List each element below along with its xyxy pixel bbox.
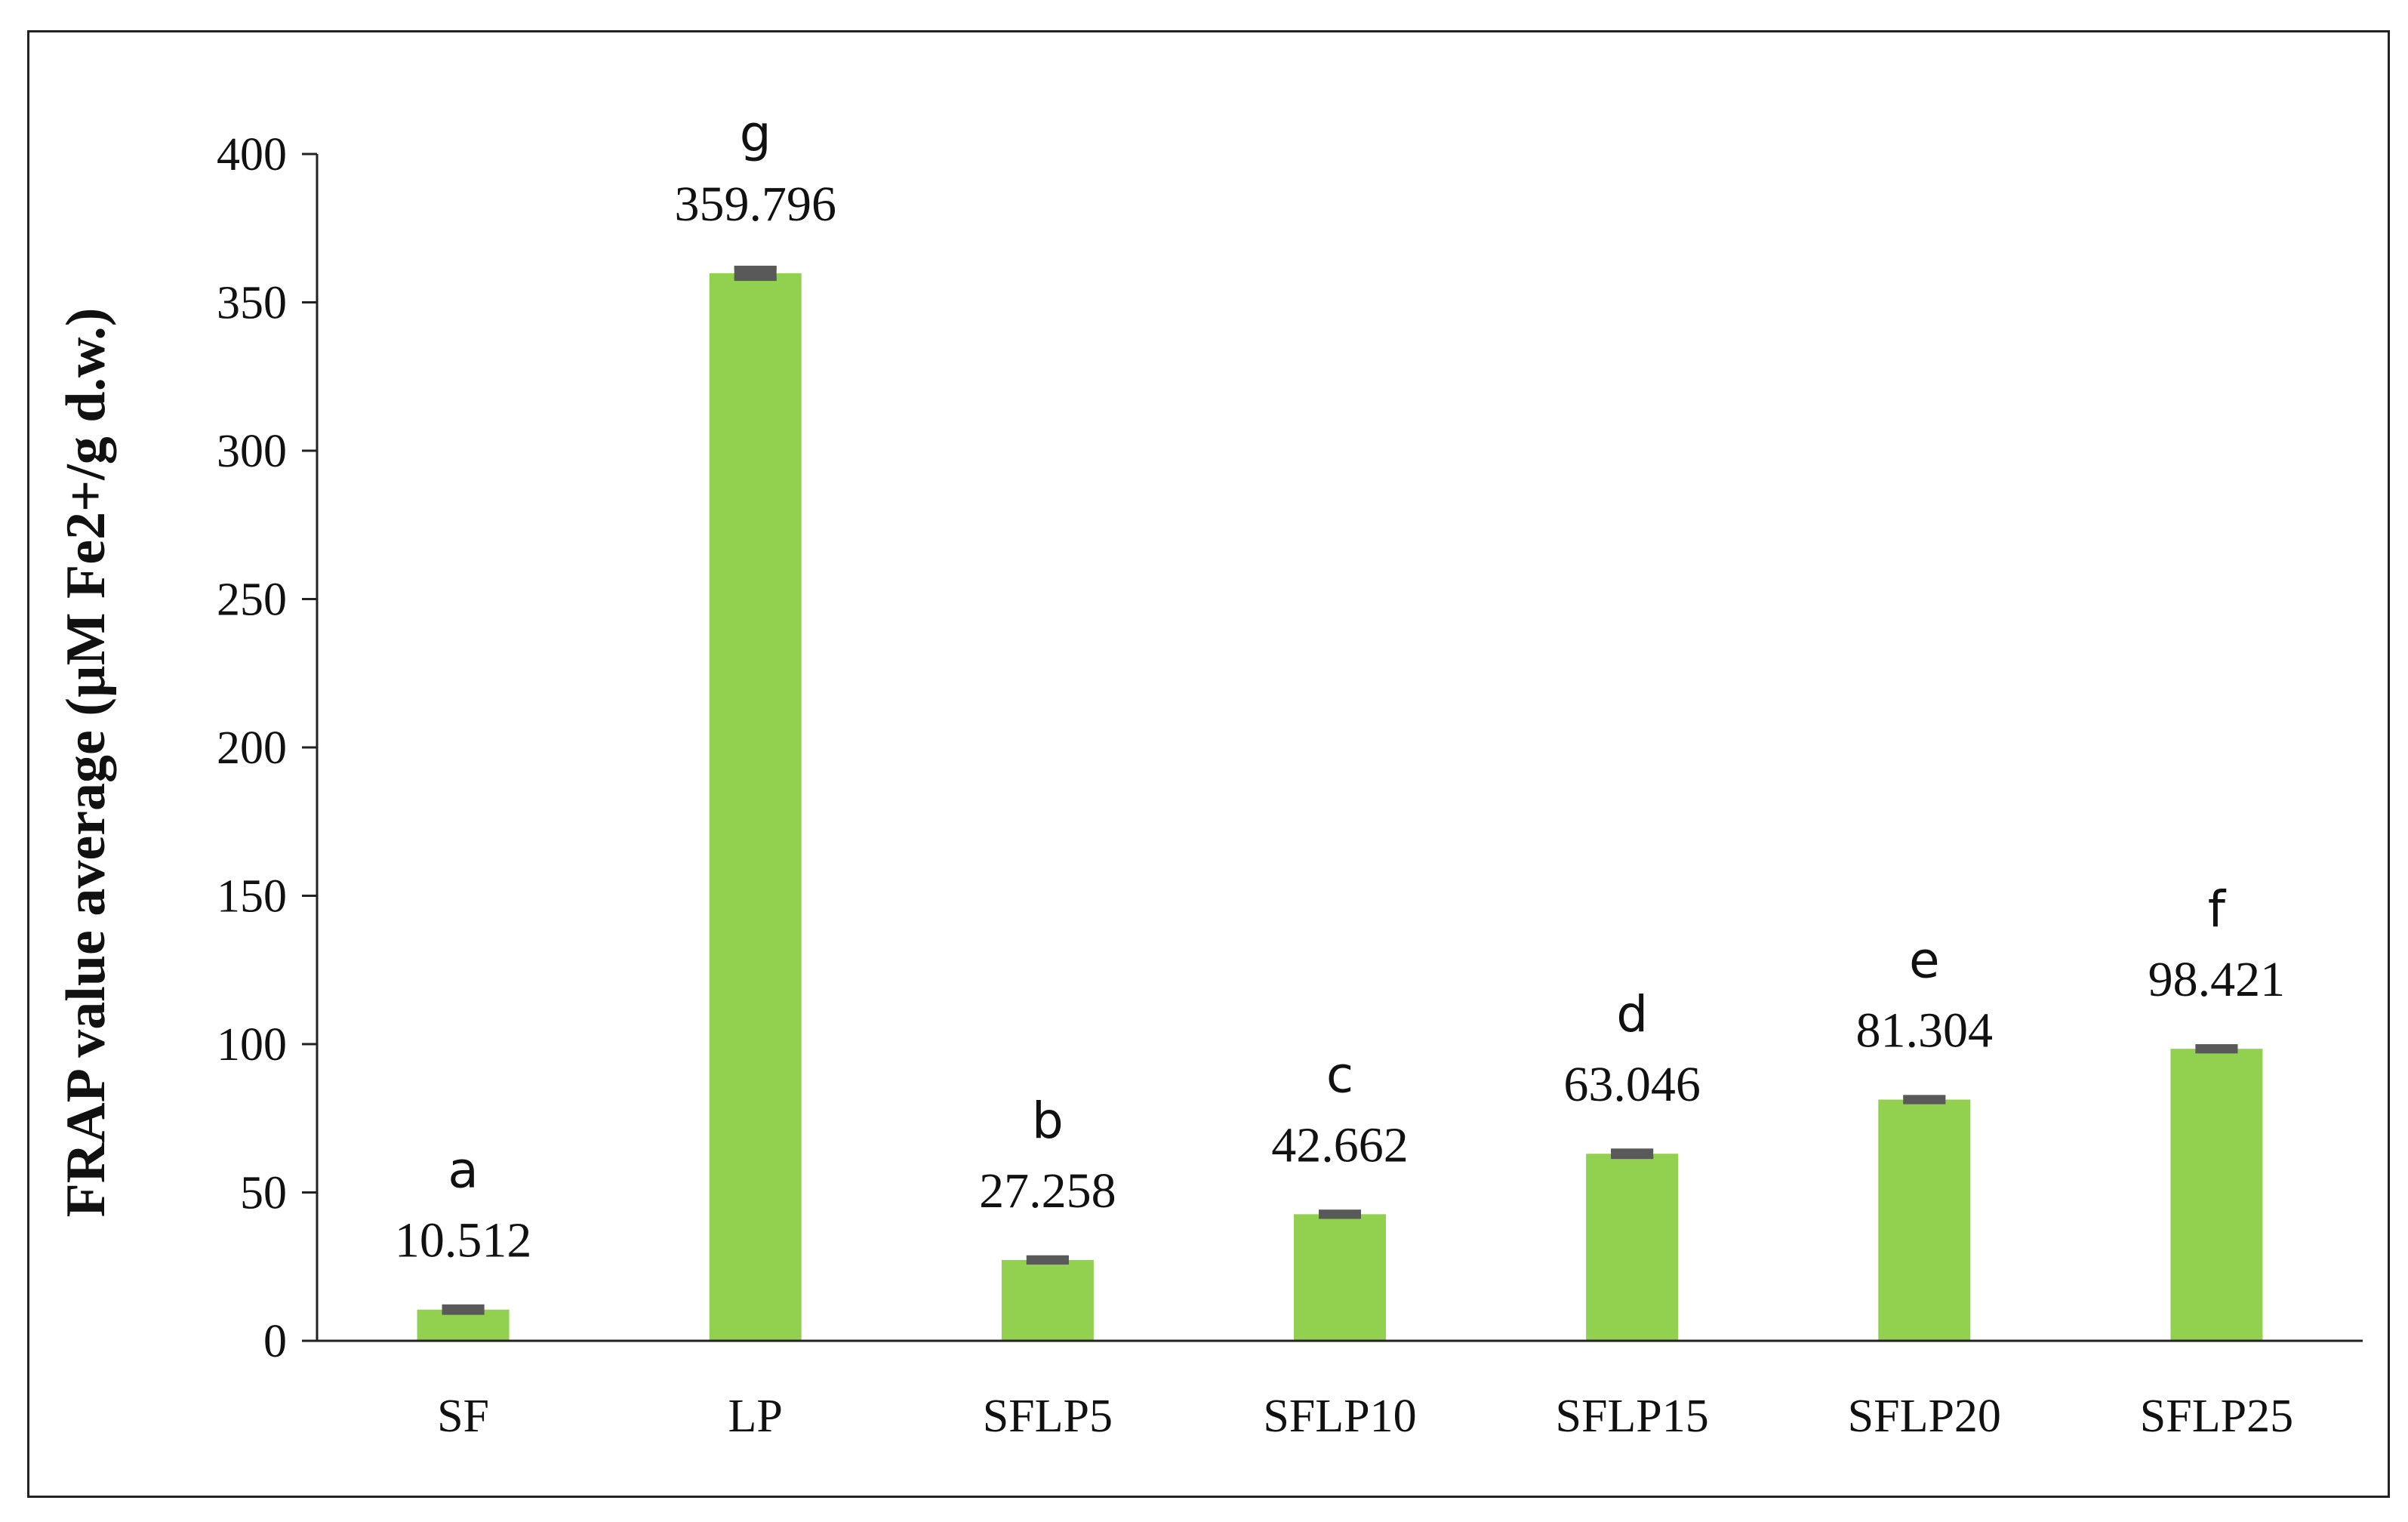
y-tick-label: 0	[263, 1316, 287, 1367]
data-label: 81.304	[1856, 1003, 1994, 1058]
error-bar	[1903, 1095, 1946, 1105]
significance-letter: a	[448, 1142, 478, 1200]
data-label: 63.046	[1563, 1057, 1701, 1112]
y-axis-ticks: 0 50 100 150 200 250 300 350 400	[217, 129, 317, 1367]
error-bar	[1319, 1209, 1361, 1219]
data-label: 27.258	[979, 1163, 1116, 1219]
y-tick-label: 50	[240, 1168, 287, 1219]
data-label: 10.512	[395, 1213, 532, 1268]
significance-letter: g	[740, 105, 771, 163]
x-tick-label: SFLP5	[983, 1391, 1113, 1442]
y-axis-title: FRAP value average (µM Fe2+/g d.w.)	[55, 308, 117, 1218]
significance-letter: f	[2208, 880, 2227, 938]
x-tick-label: SFLP25	[2140, 1391, 2293, 1442]
y-tick-label: 400	[217, 129, 287, 180]
significance-letter: c	[1326, 1046, 1353, 1104]
y-tick-label: 100	[217, 1019, 287, 1071]
error-bar	[442, 1304, 485, 1315]
x-tick-label: SF	[437, 1391, 489, 1442]
error-bar	[2195, 1044, 2238, 1054]
bar-lp	[709, 273, 802, 1341]
bar-sflp15	[1586, 1154, 1679, 1341]
y-tick-label: 250	[217, 575, 287, 626]
y-tick-label: 350	[217, 278, 287, 329]
significance-letter: e	[1909, 931, 1940, 989]
y-tick-label: 200	[217, 722, 287, 774]
bar-sflp10	[1294, 1214, 1386, 1341]
y-tick-label: 300	[217, 426, 287, 477]
data-label: 359.796	[674, 177, 836, 232]
x-axis-labels: SF LP SFLP5 SFLP10 SFLP15 SFLP20 SFLP25	[437, 1391, 2293, 1442]
bar-sflp20	[1878, 1099, 1971, 1341]
chart-frame	[27, 30, 2390, 1498]
significance-letter: d	[1616, 985, 1648, 1043]
bar-sflp5	[1001, 1259, 1094, 1341]
x-tick-label: SFLP20	[1848, 1391, 2001, 1442]
bar-sflp25	[2170, 1049, 2263, 1341]
significance-letter: b	[1032, 1092, 1064, 1150]
data-label: 98.421	[2148, 952, 2286, 1007]
x-tick-label: SFLP10	[1263, 1391, 1416, 1442]
x-tick-label: LP	[728, 1391, 783, 1442]
x-tick-label: SFLP15	[1555, 1391, 1708, 1442]
error-bar	[734, 265, 777, 282]
error-bar	[1611, 1148, 1654, 1160]
error-bar	[1026, 1255, 1069, 1265]
bars: 10.512 a 359.796 g 27.258 b 42.662 c 63.046 d 81.3…	[395, 105, 2285, 1341]
data-label: 42.662	[1271, 1117, 1409, 1172]
y-tick-label: 150	[217, 871, 287, 923]
